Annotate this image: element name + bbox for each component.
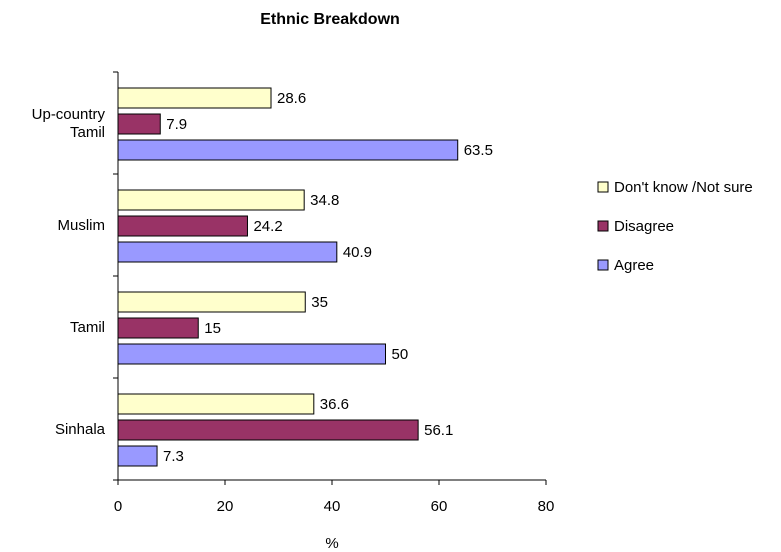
bar [117,343,386,365]
legend-swatch [597,259,609,271]
data-label: 35 [311,294,328,311]
data-label: 40.9 [343,244,372,261]
bar [117,241,338,263]
category-label: Up-country [32,106,106,123]
legend: Don't know /Not sure Disagree Agree [597,179,753,274]
data-label: 36.6 [320,396,349,413]
bar [117,317,199,339]
bar [117,87,272,109]
legend-swatch [597,220,609,232]
bar [117,113,161,135]
data-label: 28.6 [277,90,306,107]
legend-label: Agree [614,257,654,274]
x-tick-label: 0 [114,498,122,515]
bar [117,139,459,161]
x-tick-label: 60 [431,498,448,515]
legend-label: Don't know /Not sure [614,179,753,196]
bar [117,189,305,211]
data-label: 7.9 [166,116,187,133]
bar [117,445,158,467]
bar [117,215,248,237]
data-label: 24.2 [253,218,282,235]
legend-label: Disagree [614,218,674,235]
data-label: 7.3 [163,448,184,465]
data-label: 15 [204,320,221,337]
plot-area: 0 20 40 60 80Up-countryTamil28.67.963.5Musli… [32,71,555,515]
bar [117,393,315,415]
bar [117,419,419,441]
x-axis-label: % [325,535,338,552]
legend-swatch [597,181,609,193]
data-label: 63.5 [464,142,493,159]
x-tick-label: 20 [217,498,234,515]
chart-title: Ethnic Breakdown [260,11,400,28]
category-label: Sinhala [55,421,106,438]
category-label: Tamil [70,124,105,141]
x-tick-label: 80 [538,498,555,515]
data-label: 56.1 [424,422,453,439]
bar [117,291,306,313]
data-label: 34.8 [310,192,339,209]
category-label: Tamil [70,319,105,336]
category-label: Muslim [58,217,106,234]
data-label: 50 [392,346,409,363]
x-tick-label: 40 [324,498,341,515]
